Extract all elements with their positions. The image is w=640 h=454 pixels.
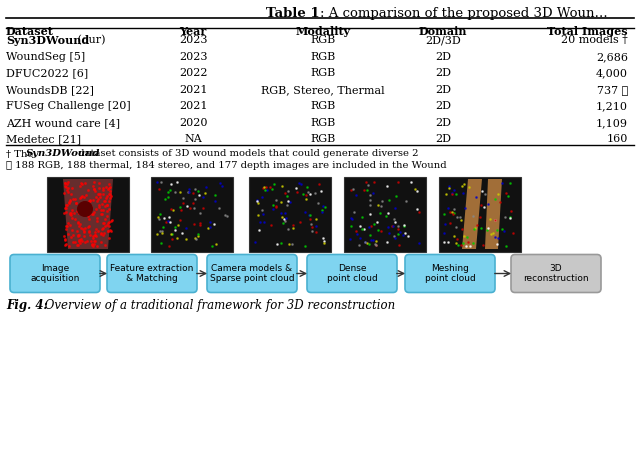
- Text: 2021: 2021: [179, 101, 207, 111]
- FancyBboxPatch shape: [207, 255, 297, 292]
- Text: RGB, Stereo, Thermal: RGB, Stereo, Thermal: [261, 85, 385, 95]
- FancyBboxPatch shape: [344, 177, 426, 252]
- Polygon shape: [485, 179, 502, 249]
- Text: 2D: 2D: [435, 69, 451, 79]
- Text: dataset consists of 3D wound models that could generate diverse 2: dataset consists of 3D wound models that…: [75, 149, 419, 158]
- Text: Syn3DWound: Syn3DWound: [6, 35, 89, 46]
- FancyBboxPatch shape: [439, 177, 521, 252]
- Text: Meshing
point cloud: Meshing point cloud: [424, 264, 476, 283]
- FancyBboxPatch shape: [151, 177, 233, 252]
- Text: Overview of a traditional framework for 3D reconstruction: Overview of a traditional framework for …: [41, 298, 396, 311]
- Circle shape: [77, 201, 93, 217]
- Text: RGB: RGB: [310, 118, 335, 128]
- Text: Modality: Modality: [296, 26, 351, 37]
- Text: RGB: RGB: [310, 69, 335, 79]
- Text: 1,109: 1,109: [596, 118, 628, 128]
- Text: AZH wound care [4]: AZH wound care [4]: [6, 118, 120, 128]
- Text: 2023: 2023: [179, 35, 207, 45]
- FancyBboxPatch shape: [405, 255, 495, 292]
- Text: RGB: RGB: [310, 101, 335, 111]
- Text: 160: 160: [607, 134, 628, 144]
- Text: RGB: RGB: [310, 35, 335, 45]
- Text: Total Images: Total Images: [547, 26, 628, 37]
- Text: 2022: 2022: [179, 69, 207, 79]
- Text: Image
acquisition: Image acquisition: [30, 264, 80, 283]
- Text: 2021: 2021: [179, 85, 207, 95]
- Text: † The: † The: [6, 149, 36, 158]
- Text: 2D: 2D: [435, 52, 451, 62]
- FancyBboxPatch shape: [47, 177, 129, 252]
- Text: 3D
reconstruction: 3D reconstruction: [523, 264, 589, 283]
- Text: 2D: 2D: [435, 101, 451, 111]
- Text: WoundSeg [5]: WoundSeg [5]: [6, 52, 85, 62]
- Text: 2,686: 2,686: [596, 52, 628, 62]
- FancyBboxPatch shape: [107, 255, 197, 292]
- Text: 737 ★: 737 ★: [596, 85, 628, 95]
- Text: RGB: RGB: [310, 134, 335, 144]
- Text: DFUC2022 [6]: DFUC2022 [6]: [6, 69, 88, 79]
- Text: Fig. 4:: Fig. 4:: [6, 298, 48, 311]
- Text: 20 models †: 20 models †: [561, 35, 628, 45]
- Text: Medetec [21]: Medetec [21]: [6, 134, 81, 144]
- Text: 2D: 2D: [435, 134, 451, 144]
- FancyBboxPatch shape: [307, 255, 397, 292]
- Text: RGB: RGB: [310, 52, 335, 62]
- Text: ★ 188 RGB, 188 thermal, 184 stereo, and 177 depth images are included in the Wou: ★ 188 RGB, 188 thermal, 184 stereo, and …: [6, 161, 447, 169]
- Text: NA: NA: [184, 134, 202, 144]
- Text: 2D: 2D: [435, 85, 451, 95]
- Text: Dense
point cloud: Dense point cloud: [326, 264, 378, 283]
- Text: 2023: 2023: [179, 52, 207, 62]
- Text: WoundsDB [22]: WoundsDB [22]: [6, 85, 94, 95]
- Text: 4,000: 4,000: [596, 69, 628, 79]
- FancyBboxPatch shape: [10, 255, 100, 292]
- Text: Year: Year: [179, 26, 207, 37]
- Text: FUSeg Challenge [20]: FUSeg Challenge [20]: [6, 101, 131, 111]
- Text: 2020: 2020: [179, 118, 207, 128]
- Text: 2D: 2D: [435, 118, 451, 128]
- Text: Table 1: Table 1: [266, 7, 320, 20]
- Text: Syn3DWound: Syn3DWound: [26, 149, 100, 158]
- Text: (our): (our): [74, 35, 106, 45]
- Text: : A comparison of the proposed 3D Woun…: : A comparison of the proposed 3D Woun…: [320, 7, 608, 20]
- Text: 1,210: 1,210: [596, 101, 628, 111]
- Text: Dataset: Dataset: [6, 26, 54, 37]
- Polygon shape: [462, 179, 482, 249]
- FancyBboxPatch shape: [249, 177, 331, 252]
- Text: 2D/3D: 2D/3D: [425, 35, 461, 45]
- Text: Feature extraction
& Matching: Feature extraction & Matching: [110, 264, 194, 283]
- Text: Camera models &
Sparse point cloud: Camera models & Sparse point cloud: [210, 264, 294, 283]
- Polygon shape: [63, 179, 113, 249]
- FancyBboxPatch shape: [511, 255, 601, 292]
- Text: Domain: Domain: [419, 26, 467, 37]
